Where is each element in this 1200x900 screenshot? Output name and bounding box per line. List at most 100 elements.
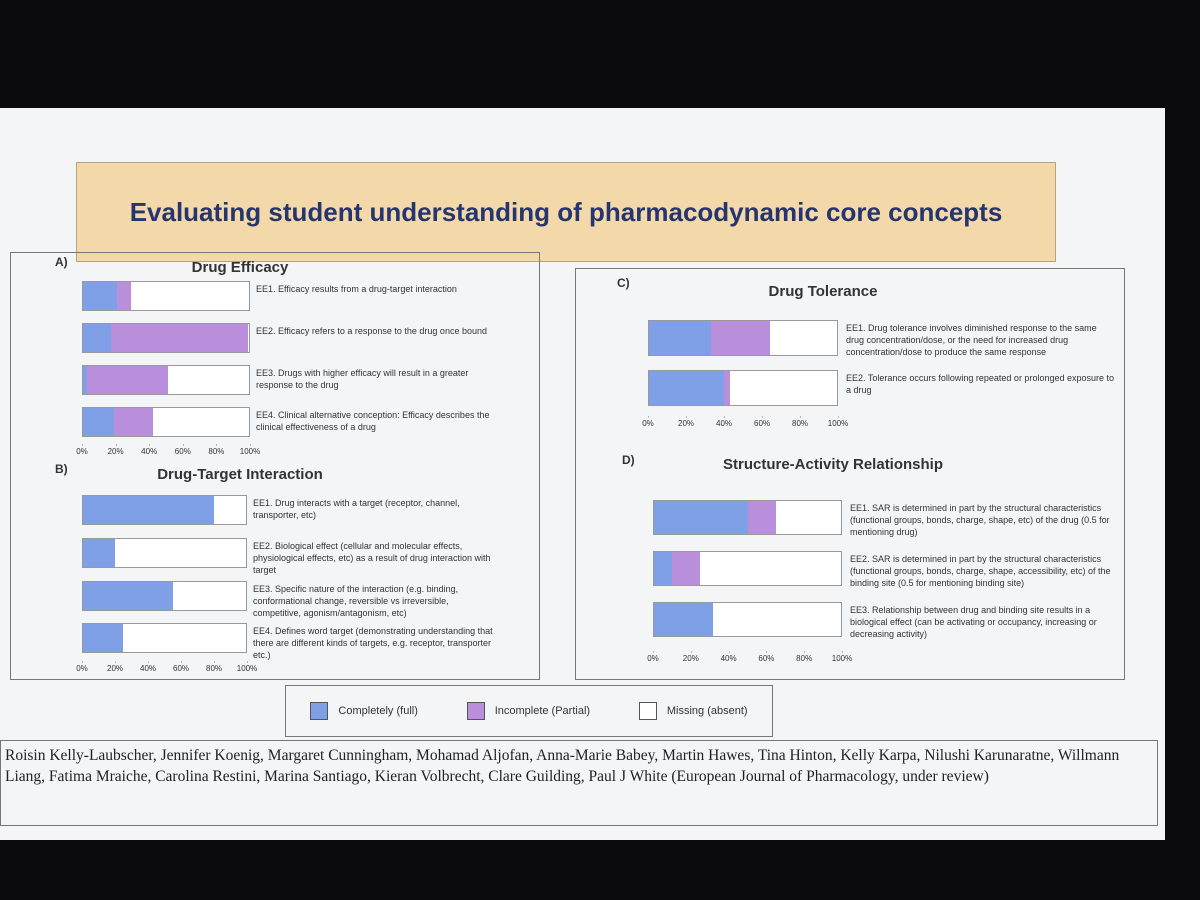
bar-segment (152, 407, 250, 437)
legend-label: Incomplete (Partial) (494, 705, 591, 717)
bar-frame (648, 370, 838, 406)
bar-frame (82, 323, 250, 353)
x-tick-label: 0% (76, 447, 88, 456)
category-label: EE1. Drug tolerance involves diminished … (846, 323, 1097, 357)
x-tick-label: 0% (76, 664, 88, 673)
bar-frame (82, 623, 247, 653)
bar-segment (710, 320, 770, 356)
tick-mark (82, 661, 83, 663)
tick-mark (115, 661, 116, 663)
x-tick-label: 60% (753, 419, 771, 428)
x-tick-label: 40% (139, 664, 157, 673)
tick-mark (182, 444, 184, 446)
bar-segment (82, 495, 214, 525)
panel-box (10, 252, 540, 680)
legend-swatch (466, 702, 485, 720)
tick-mark (115, 444, 117, 446)
x-tick-label: 100% (239, 447, 261, 456)
bar-segment (115, 538, 247, 568)
tick-mark (82, 444, 83, 446)
panel-title: Drug Tolerance (768, 283, 878, 300)
tick-mark (690, 651, 692, 653)
x-tick-label: 20% (677, 419, 695, 428)
bar-frame (653, 500, 842, 535)
bar-segment (82, 538, 115, 568)
bar-segment (747, 500, 776, 535)
bar-segment (729, 370, 838, 406)
bar-segment (82, 623, 124, 653)
bar-segment (769, 320, 838, 356)
category-label: EE2. Biological effect (cellular and mol… (253, 541, 491, 575)
legend-label: Completely (full) (338, 705, 418, 717)
tick-mark (762, 416, 763, 418)
x-tick-label: 100% (831, 654, 853, 663)
tick-mark (214, 661, 215, 663)
legend-swatch (638, 702, 657, 720)
x-tick-label: 60% (758, 654, 775, 663)
bar-segment (214, 495, 247, 525)
x-tick-label: 20% (682, 654, 699, 663)
category-label: EE1. Efficacy results from a drug-target… (256, 284, 457, 294)
x-tick-label: 100% (236, 664, 258, 673)
bar-segment (648, 370, 724, 406)
bar-segment (123, 623, 247, 653)
x-tick-label: 80% (796, 654, 813, 663)
bar-segment (87, 365, 168, 395)
x-tick-label: 80% (791, 419, 809, 428)
tick-mark (728, 651, 730, 653)
tick-mark (724, 416, 725, 418)
x-tick-label: 40% (720, 654, 737, 663)
panel-title: Structure-Activity Relationship (722, 456, 944, 473)
category-label: EE4. Defines word target (demonstrating … (253, 626, 493, 660)
panel-title: Drug Efficacy (191, 259, 289, 276)
x-tick-label: 60% (172, 664, 190, 673)
panel-letter: C) (617, 276, 630, 290)
panel-box (575, 268, 1125, 680)
bar-segment (648, 320, 711, 356)
bar-segment (653, 500, 748, 535)
x-tick-label: 80% (208, 447, 225, 456)
bar-segment (724, 370, 730, 406)
bar-segment (82, 407, 114, 437)
category-label: EE2. Efficacy refers to a response to th… (256, 326, 487, 336)
x-tick-label: 40% (715, 419, 733, 428)
x-tick-label: 20% (106, 664, 124, 673)
tick-mark (842, 651, 843, 653)
bar-segment (653, 602, 714, 637)
bar-segment (130, 281, 250, 311)
category-label: EE3. Drugs with higher efficacy will res… (256, 368, 469, 390)
bar-segment (82, 323, 111, 353)
bar-frame (653, 551, 842, 586)
bar-segment (82, 581, 173, 611)
bar-frame (82, 365, 250, 395)
tick-mark (800, 416, 801, 418)
tick-mark (247, 661, 248, 663)
panel-letter: D) (622, 453, 635, 467)
bar-segment (110, 323, 249, 353)
panel-letter: B) (55, 462, 68, 476)
tick-mark (250, 444, 251, 446)
tick-mark (838, 416, 839, 418)
bar-segment (167, 365, 250, 395)
tick-mark (686, 416, 687, 418)
x-tick-label: 100% (827, 419, 849, 428)
bar-segment (117, 281, 131, 311)
panel-letter: A) (55, 255, 68, 269)
bar-frame (82, 281, 250, 311)
tick-mark (148, 661, 149, 663)
bar-segment (775, 500, 842, 535)
category-label: EE2. Tolerance occurs following repeated… (846, 373, 1115, 395)
bar-frame (82, 581, 247, 611)
tick-mark (766, 651, 768, 653)
slide-title: Evaluating student understanding of phar… (76, 162, 1056, 262)
category-label: EE1. SAR is determined in part by the st… (850, 503, 1110, 537)
x-tick-label: 20% (107, 447, 124, 456)
x-tick-label: 0% (647, 654, 659, 663)
tick-mark (181, 661, 182, 663)
bar-segment (82, 365, 88, 395)
bar-segment (82, 281, 118, 311)
bar-segment (172, 581, 247, 611)
tick-mark (648, 416, 649, 418)
bar-segment (713, 602, 842, 637)
